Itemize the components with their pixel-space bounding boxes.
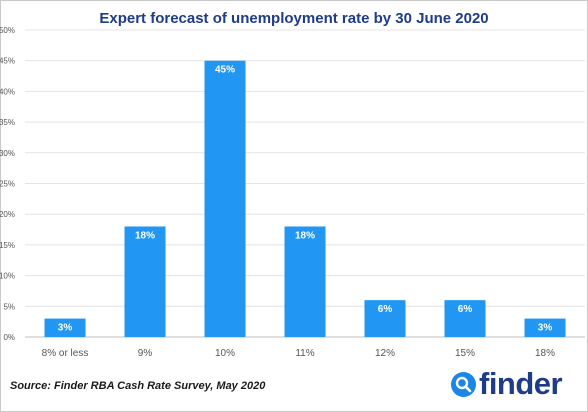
y-tick-label: 10% [0, 272, 15, 281]
x-tick-label: 11% [295, 348, 314, 359]
y-axis-ticks: 0% 5% 10% 15% 20% 25% 30% 35% 40% 45% 50% [0, 26, 15, 342]
gridlines [25, 29, 585, 338]
data-label: 18% [135, 230, 155, 241]
finder-logo: finder [451, 366, 563, 402]
chart-title: Expert forecast of unemployment rate by … [99, 10, 489, 27]
x-tick-label: 10% [215, 348, 235, 359]
bar [524, 318, 566, 337]
y-tick-label: 20% [0, 210, 15, 219]
x-tick-label: 15% [455, 348, 475, 359]
x-tick-label: 9% [138, 348, 153, 359]
bar [364, 300, 406, 337]
y-tick-label: 5% [3, 302, 15, 311]
data-label: 18% [295, 230, 315, 241]
y-tick-label: 0% [3, 333, 15, 342]
data-label: 45% [215, 65, 235, 76]
y-tick-label: 45% [0, 57, 15, 66]
y-tick-label: 15% [0, 241, 15, 250]
y-tick-label: 35% [0, 118, 15, 127]
data-label: 6% [378, 304, 393, 315]
x-tick-label: 12% [375, 348, 395, 359]
y-tick-label: 40% [0, 87, 15, 96]
data-label: 3% [58, 323, 73, 334]
bar [284, 226, 326, 337]
y-tick-label: 30% [0, 149, 15, 158]
data-label: 6% [458, 304, 473, 315]
x-tick-label: 18% [535, 348, 555, 359]
data-label: 3% [538, 323, 553, 334]
source-note: Source: Finder RBA Cash Rate Survey, May… [10, 380, 266, 392]
bar [124, 226, 166, 337]
y-tick-label: 50% [0, 26, 15, 35]
magnifier-icon [451, 371, 476, 397]
bars: 3% 18% 45% 18% 6% 6% 3% [44, 60, 566, 337]
x-axis-ticks: 8% or less 9% 10% 11% 12% 15% 18% [42, 348, 555, 359]
bar [204, 60, 246, 337]
logo-text: finder [479, 366, 563, 401]
bar [444, 300, 486, 337]
y-tick-label: 25% [0, 180, 15, 189]
x-tick-label: 8% or less [42, 348, 89, 359]
bar [44, 318, 86, 337]
